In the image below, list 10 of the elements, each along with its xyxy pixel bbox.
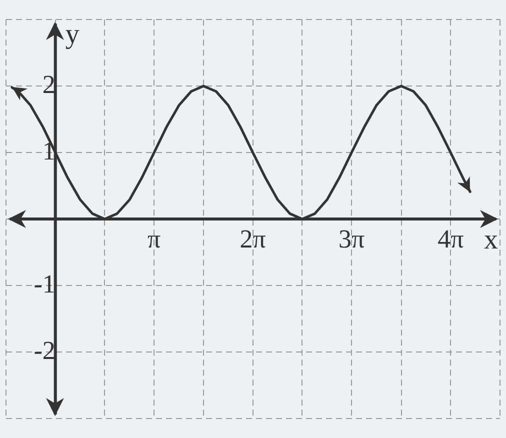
x-tick-label: 3π [338, 224, 365, 254]
y-axis-title: y [65, 18, 80, 50]
y-tick-label: -1 [34, 269, 56, 298]
x-tick-label: 4π [438, 224, 464, 254]
x-tick-label: π [148, 224, 161, 254]
y-tick-label: 2 [42, 70, 56, 99]
x-axis-title: x [484, 224, 498, 256]
x-tick-label: 2π [240, 224, 266, 254]
y-tick-label: 1 [42, 136, 56, 166]
y-tick-label: -2 [34, 336, 56, 365]
